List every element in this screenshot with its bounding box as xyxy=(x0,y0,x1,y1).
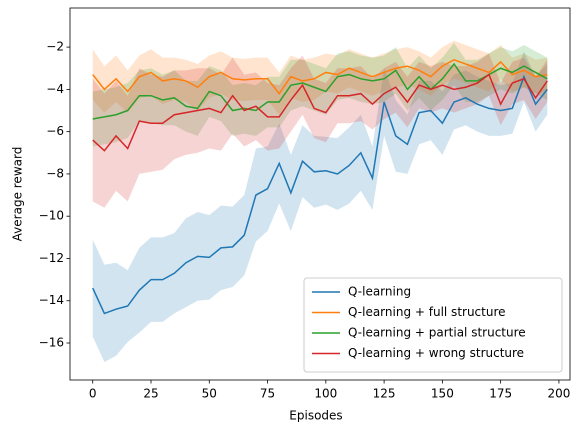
x-tick-label: 150 xyxy=(431,387,454,401)
y-tick-label: −8 xyxy=(46,166,64,180)
confidence-band xyxy=(92,51,548,363)
legend: Q-learning Q-learning + full structure Q-l… xyxy=(303,277,563,373)
x-tick-label: 125 xyxy=(373,387,396,401)
y-tick-label: −4 xyxy=(46,82,64,96)
y-tick-label: −2 xyxy=(46,40,64,54)
x-tick-label: 100 xyxy=(314,387,337,401)
x-tick-label: 200 xyxy=(547,387,570,401)
y-tick-label: −10 xyxy=(39,209,64,223)
legend-label: Q-learning + partial structure xyxy=(348,326,526,340)
y-tick-label: −16 xyxy=(39,336,64,350)
legend-box xyxy=(303,277,563,373)
x-axis-label: Episodes xyxy=(289,409,342,423)
line xyxy=(92,58,548,95)
line xyxy=(92,62,548,120)
legend-label: Q-learning xyxy=(348,285,411,299)
line xyxy=(92,74,548,315)
x-tick-label: 175 xyxy=(489,387,512,401)
confidence-band xyxy=(92,53,548,208)
line xyxy=(92,73,548,152)
y-tick-label: −12 xyxy=(39,251,64,265)
y-tick-label: −14 xyxy=(39,293,64,307)
x-tick-label: 25 xyxy=(143,387,158,401)
y-tick-label: −6 xyxy=(46,124,64,138)
legend-label: Q-learning + full structure xyxy=(348,305,506,319)
plot-frame xyxy=(69,7,571,381)
x-tick-label: 50 xyxy=(202,387,217,401)
legend-label: Q-learning + wrong structure xyxy=(348,346,524,360)
x-tick-label: 75 xyxy=(260,387,275,401)
confidence-band xyxy=(92,42,548,147)
x-tick-label: 0 xyxy=(89,387,97,401)
y-axis-label: Average reward xyxy=(11,147,25,242)
